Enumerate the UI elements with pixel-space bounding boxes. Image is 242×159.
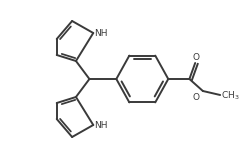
Text: NH: NH [94, 28, 108, 38]
Text: CH$_3$: CH$_3$ [221, 90, 240, 102]
Text: O: O [193, 53, 200, 62]
Text: O: O [193, 93, 200, 102]
Text: NH: NH [94, 121, 108, 129]
